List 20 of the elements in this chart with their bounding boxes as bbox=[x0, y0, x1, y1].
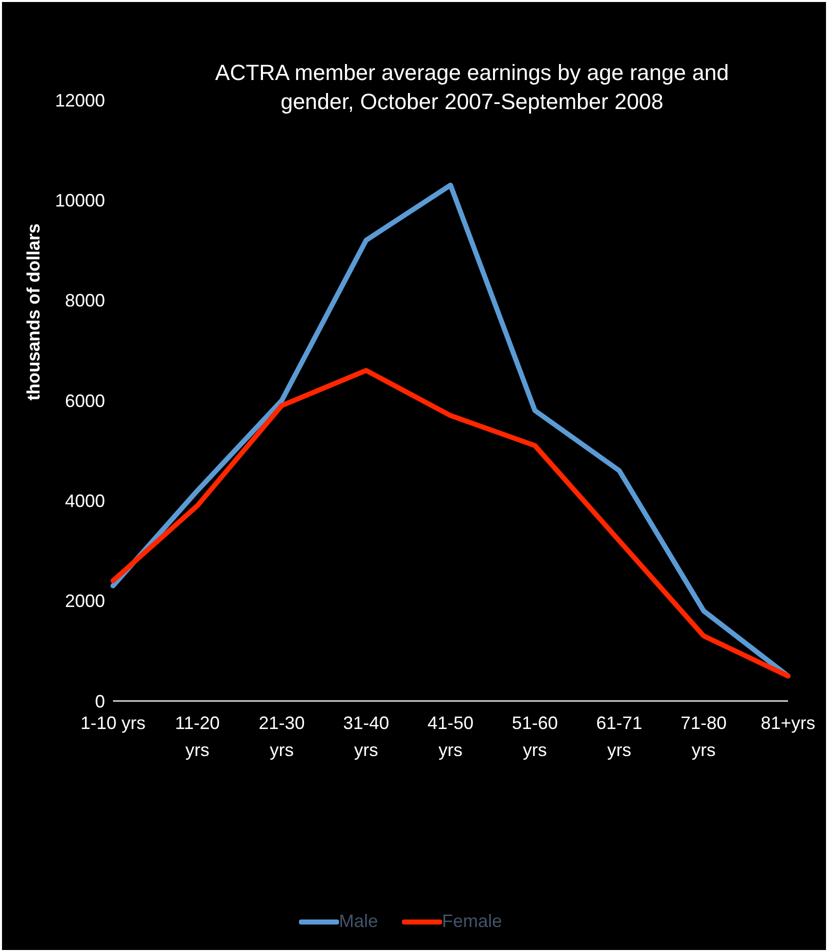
x-tick-label: 31-40 yrs bbox=[343, 713, 390, 760]
y-tick-label: 4000 bbox=[64, 491, 105, 512]
y-tick-label: 6000 bbox=[64, 390, 105, 411]
x-tick-label: 51-60 yrs bbox=[512, 713, 558, 760]
y-tick-label: 8000 bbox=[64, 290, 105, 311]
y-tick-label: 0 bbox=[94, 691, 105, 712]
y-tick-label: 10000 bbox=[54, 190, 105, 211]
x-tick-label: 11-20 yrs bbox=[175, 713, 220, 760]
chart-title: ACTRA member average earnings by age range and gender, October 2007-September 2008 bbox=[214, 59, 730, 116]
x-tick-label: 71-80 yrs bbox=[680, 713, 727, 760]
x-tick-label: 81+yrs bbox=[760, 713, 816, 733]
x-tick-label: 41-50 yrs bbox=[427, 713, 474, 760]
legend-label: Male bbox=[338, 911, 378, 932]
x-tick-label: 61-71 yrs bbox=[596, 713, 642, 760]
x-tick-label: 21-30 yrs bbox=[258, 713, 305, 760]
y-tick-label: 2000 bbox=[64, 591, 105, 612]
y-tick-label: 12000 bbox=[54, 90, 105, 110]
legend-label: Female bbox=[440, 911, 502, 932]
x-tick-label: 1-10 yrs bbox=[80, 713, 146, 733]
y-axis-title: thousands of dollars bbox=[23, 223, 44, 400]
